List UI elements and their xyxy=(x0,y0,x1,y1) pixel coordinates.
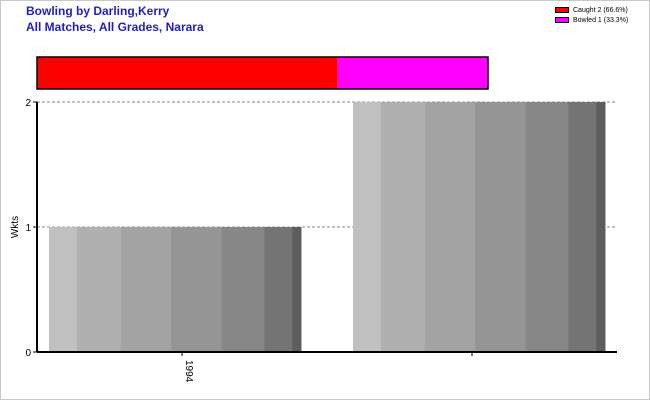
stacked-segment-caught xyxy=(37,57,338,89)
x-tick-label: 1994 xyxy=(183,360,194,383)
bar-2-band xyxy=(475,102,527,352)
bar-1-band xyxy=(120,227,172,352)
stacked-bar-outline xyxy=(36,56,489,90)
bar-1-band xyxy=(292,227,302,352)
legend-swatch-bowled xyxy=(555,17,569,23)
y-tick-label: 2 xyxy=(25,98,31,109)
bar-2-band xyxy=(568,102,597,352)
y-tick-label: 0 xyxy=(25,348,31,359)
bar-2-band xyxy=(380,102,426,352)
y-axis-label: Wkts xyxy=(10,216,21,238)
legend-swatch-caught xyxy=(555,7,569,13)
stacked-segment-bowled xyxy=(337,57,488,89)
bar-2-band xyxy=(353,102,382,352)
legend-label-caught: Caught 2 (66.6%) xyxy=(573,6,628,14)
bar-2-band xyxy=(596,102,606,352)
legend-item-caught: Caught 2 (66.6%) xyxy=(555,5,628,15)
bar-1-band xyxy=(171,227,223,352)
chart-title: Bowling by Darling,Kerry xyxy=(26,4,170,18)
bar-1-band xyxy=(76,227,122,352)
legend: Caught 2 (66.6%) Bowled 1 (33.3%) xyxy=(555,5,628,25)
bar-2-band xyxy=(424,102,476,352)
bar-2-band xyxy=(525,102,569,352)
y-tick-label: 1 xyxy=(25,223,31,234)
bar-1-band xyxy=(264,227,293,352)
bar-1-band xyxy=(49,227,78,352)
legend-label-bowled: Bowled 1 (33.3%) xyxy=(573,16,629,24)
chart-subtitle: All Matches, All Grades, Narara xyxy=(26,20,204,34)
legend-item-bowled: Bowled 1 (33.3%) xyxy=(555,15,628,25)
bar-1-band xyxy=(221,227,265,352)
